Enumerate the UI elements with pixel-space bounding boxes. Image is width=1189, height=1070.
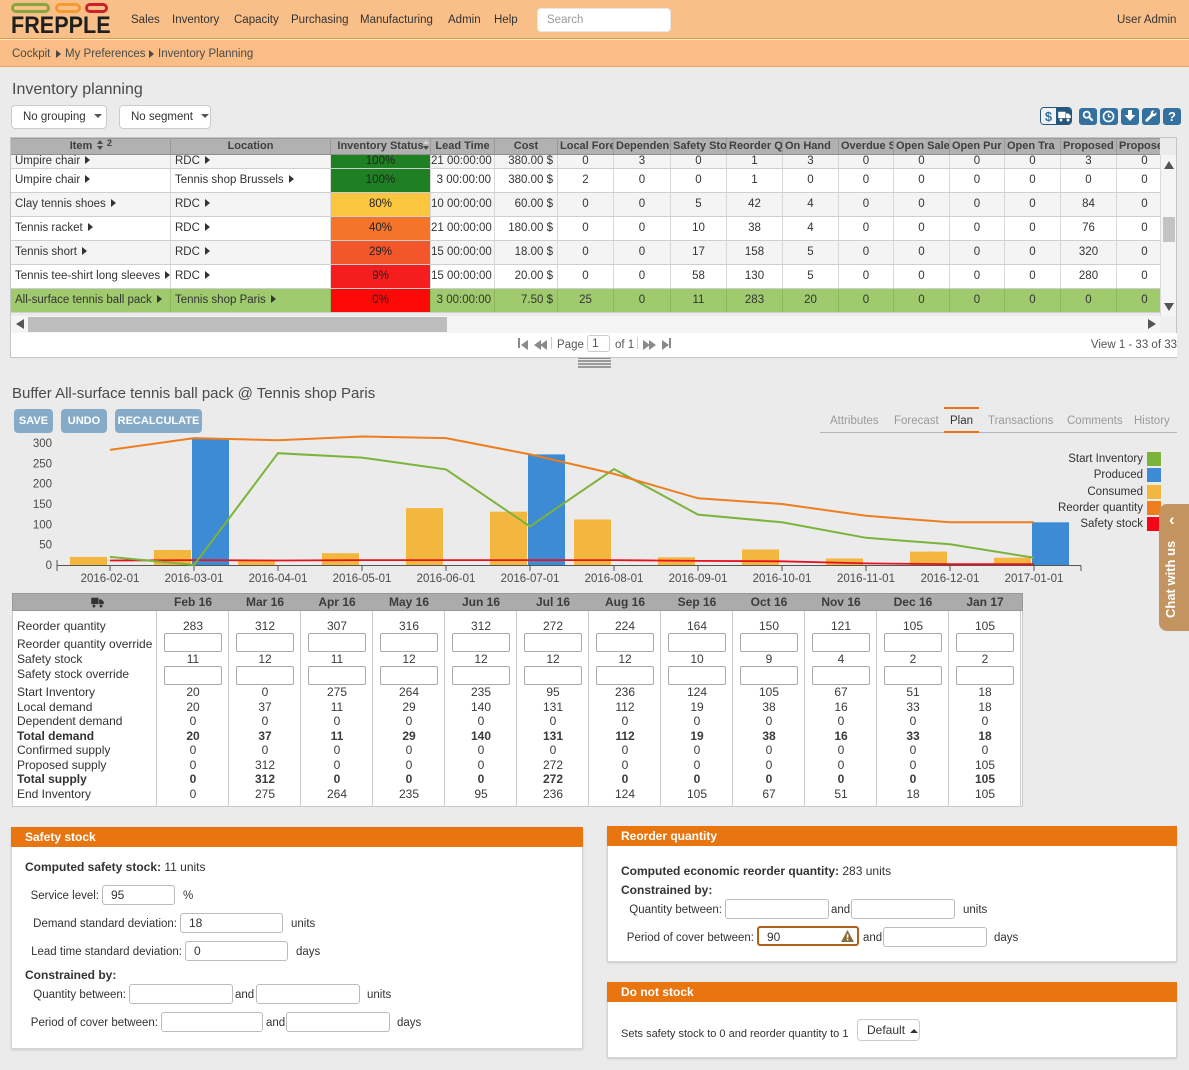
svg-text:2016-11-01: 2016-11-01 xyxy=(837,573,895,585)
svg-text:2016-02-01: 2016-02-01 xyxy=(81,573,140,585)
svg-text:2016-03-01: 2016-03-01 xyxy=(165,573,224,585)
svg-text:50: 50 xyxy=(39,540,52,552)
svg-text:0: 0 xyxy=(46,560,52,572)
svg-text:2016-04-01: 2016-04-01 xyxy=(249,573,308,585)
svg-text:150: 150 xyxy=(33,499,52,511)
svg-text:2016-08-01: 2016-08-01 xyxy=(585,573,644,585)
svg-text:2016-06-01: 2016-06-01 xyxy=(417,573,476,585)
svg-text:250: 250 xyxy=(33,458,52,470)
svg-text:2016-10-01: 2016-10-01 xyxy=(753,573,812,585)
svg-text:2017-01-01: 2017-01-01 xyxy=(1005,573,1064,585)
svg-text:2016-12-01: 2016-12-01 xyxy=(921,573,980,585)
svg-text:2016-07-01: 2016-07-01 xyxy=(501,573,560,585)
svg-text:200: 200 xyxy=(33,479,52,491)
svg-text:100: 100 xyxy=(33,519,52,531)
svg-text:2016-09-01: 2016-09-01 xyxy=(669,573,728,585)
svg-text:2016-05-01: 2016-05-01 xyxy=(333,573,392,585)
svg-text:300: 300 xyxy=(33,438,52,450)
